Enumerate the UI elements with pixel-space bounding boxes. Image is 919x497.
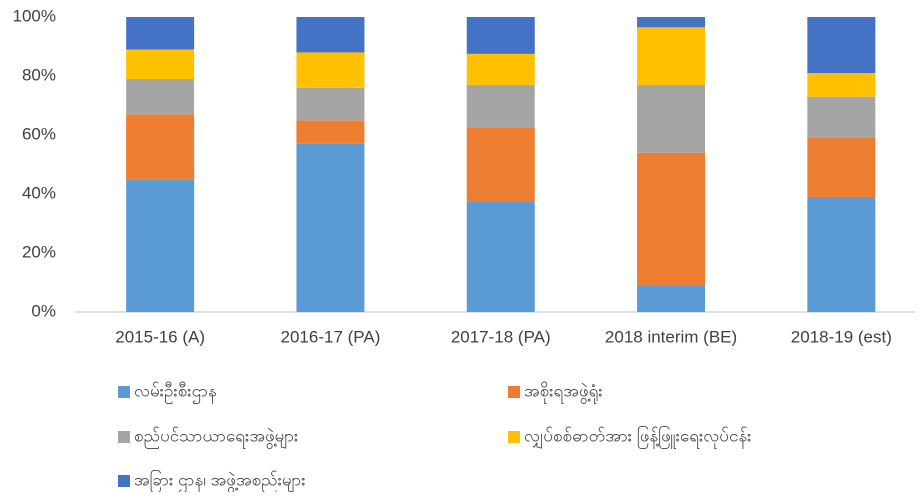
legend-swatch <box>118 386 130 398</box>
bar-segment <box>296 87 365 121</box>
bar-segment <box>466 84 535 128</box>
legend-label: အစိုးရအဖွဲ့ရုံး <box>524 381 603 404</box>
bar-segment <box>637 84 706 153</box>
y-tick-label: 60% <box>22 124 56 143</box>
x-tick-label: 2018-19 (est) <box>791 327 892 346</box>
bar-segment <box>126 17 195 50</box>
bar-segment <box>296 17 365 53</box>
bar-segment <box>637 17 706 28</box>
bar-segment <box>637 27 706 85</box>
bar-segment <box>807 137 876 197</box>
bar-segment <box>637 285 706 312</box>
bar-segment <box>466 53 535 85</box>
x-tick-label: 2018 interim (BE) <box>605 327 737 346</box>
bar-segment <box>296 143 365 312</box>
bar-segment <box>126 78 195 115</box>
x-tick-label: 2016-17 (PA) <box>281 327 381 346</box>
bar-segment <box>807 196 876 312</box>
bar-segment <box>466 201 535 312</box>
legend-swatch <box>508 386 520 398</box>
y-tick-label: 20% <box>22 242 56 261</box>
legend-swatch <box>118 475 130 487</box>
bar-segment <box>466 127 535 202</box>
bar-segment <box>126 49 195 79</box>
y-tick-label: 100% <box>13 6 56 25</box>
y-tick-label: 80% <box>22 65 56 84</box>
legend-swatch <box>508 431 520 443</box>
bar-segment <box>126 179 195 312</box>
bar-segment <box>296 120 365 144</box>
legend-label: လမ်းဦးစီးဌာန <box>134 381 217 404</box>
x-tick-label: 2017-18 (PA) <box>451 327 551 346</box>
legend-label: အခြား ဌာန၊ အဖွဲ့အစည်းများ <box>134 468 306 492</box>
bar-segment <box>807 17 876 74</box>
legend-label: စည်ပင်သာယာရေးအဖွဲ့များ <box>134 426 298 449</box>
bar-segment <box>807 96 876 138</box>
legend-swatch <box>118 431 130 443</box>
bar-segment <box>466 17 535 54</box>
bar-segment <box>126 114 195 180</box>
y-tick-label: 40% <box>22 183 56 202</box>
bar-segment <box>807 73 876 97</box>
x-tick-label: 2015-16 (A) <box>115 327 205 346</box>
y-tick-label: 0% <box>31 301 56 320</box>
legend-label: လျှပ်စစ်ဓာတ်အား ဖြန့်ဖြူးရေးလုပ်ငန်း <box>524 424 751 449</box>
bar-segment <box>296 52 365 88</box>
bar-segment <box>637 152 706 286</box>
